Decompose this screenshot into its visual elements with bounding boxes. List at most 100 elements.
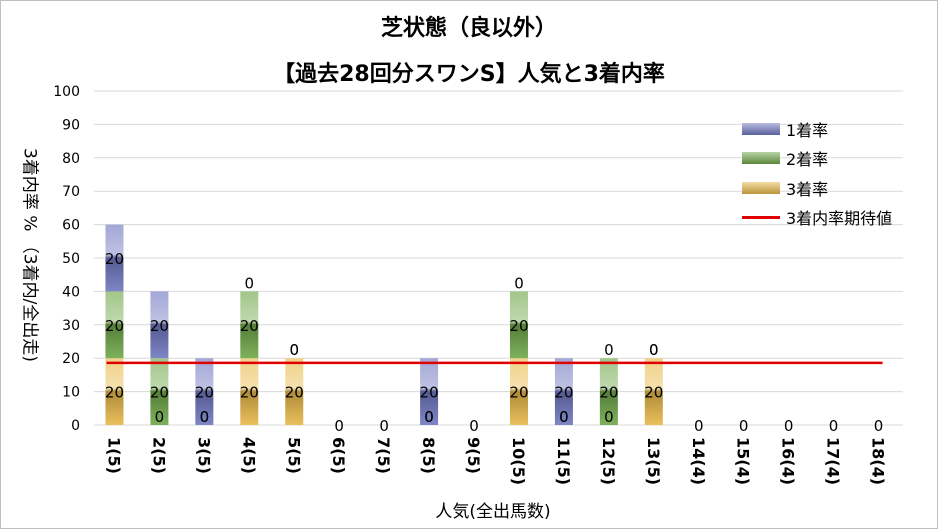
data-label: 0 [424,408,434,426]
bar-segment [150,358,169,425]
bar-segment [420,358,439,425]
y-tick-label: 80 [62,151,80,167]
y-tick-label: 60 [62,218,80,234]
data-label: 0 [874,417,884,435]
x-tick-label: 1(5) [104,437,123,474]
bar-segment [285,358,304,425]
x-tick-label: 14(4) [689,437,708,485]
bar-segment [105,224,124,292]
data-label: 0 [200,408,210,426]
x-tick-label: 15(4) [734,437,753,485]
data-label: 20 [105,250,124,268]
data-label: 0 [829,417,839,435]
bar-segment [599,358,618,425]
data-label: 20 [195,384,214,402]
y-tick-label: 70 [62,184,80,200]
data-label: 0 [514,274,524,292]
chart-subtitle: 【過去28回分スワンS】人気と3着内率 [273,62,665,87]
legend-label: 1着率 [786,120,829,140]
x-tick-label: 7(5) [374,437,393,474]
data-label: 20 [554,384,573,402]
bar-segment [240,291,259,359]
x-tick-label: 17(4) [824,437,843,485]
data-label: 0 [334,417,344,435]
legend-item: 1着率 [742,114,934,144]
bar-segment [240,358,259,425]
data-label: 20 [105,317,124,335]
legend-swatch [742,181,780,194]
data-label: 0 [649,341,659,359]
data-label: 20 [420,384,439,402]
data-label: 0 [784,417,794,435]
y-tick-label: 100 [53,84,80,100]
data-label: 0 [604,408,614,426]
chart-title: 芝状態（良以外） [380,16,557,41]
x-tick-label: 6(5) [329,437,348,474]
data-label: 0 [200,408,210,426]
data-label: 0 [424,408,434,426]
x-tick-label: 9(5) [464,437,483,474]
data-label: 0 [559,408,569,426]
bar-segment [105,291,124,359]
x-tick-label: 3(5) [194,437,213,474]
y-tick-label: 0 [71,418,80,434]
data-label: 0 [289,341,299,359]
legend-item: 3着内率期待値 [742,203,934,233]
data-label: 20 [240,317,259,335]
y-tick-label: 10 [62,385,80,401]
data-label: 0 [469,417,479,435]
x-tick-label: 2(5) [149,437,168,474]
data-label: 20 [105,384,124,402]
legend-line-swatch [742,215,780,219]
y-tick-label: 50 [62,251,80,267]
bar-segment [195,358,214,425]
x-tick-label: 16(4) [779,437,798,485]
legend-swatch [742,122,780,135]
x-tick-label: 5(5) [284,437,303,474]
legend-label: 3着率 [786,179,829,199]
bar-segment [150,291,169,359]
bar-segment [509,291,528,359]
chart-legend: 1着率 2着率 3着率 3着内率期待値 [742,114,934,232]
data-label: 0 [604,341,614,359]
legend-label: 3着内率期待値 [786,209,893,229]
data-label: 0 [739,417,749,435]
data-label: 0 [559,408,569,426]
y-tick-label: 40 [62,284,80,300]
legend-item: 3着率 [742,173,934,203]
x-tick-label: 8(5) [419,437,438,474]
legend-swatch [742,152,780,165]
data-label: 0 [155,408,165,426]
data-label: 20 [509,384,528,402]
y-tick-label: 20 [62,351,80,367]
data-label: 20 [599,384,618,402]
data-label: 20 [285,384,304,402]
legend-item: 2着率 [742,144,934,174]
bar-segment [644,358,663,425]
legend-label: 2着率 [786,150,829,170]
data-label: 0 [289,341,299,359]
x-tick-label: 10(5) [509,437,528,485]
x-tick-label: 11(5) [554,437,573,485]
data-label: 20 [509,317,528,335]
x-axis-label: 人気(全出馬数) [435,502,551,522]
x-tick-label: 13(5) [644,437,663,485]
data-label: 20 [644,384,663,402]
data-label: 0 [694,417,704,435]
bar-segment [105,358,124,425]
data-label: 0 [245,274,255,292]
data-label: 20 [150,317,169,335]
data-label: 0 [649,341,659,359]
data-label: 0 [379,417,389,435]
data-label: 20 [150,384,169,402]
bar-segment [509,358,528,425]
y-tick-label: 90 [62,117,80,133]
data-label: 20 [240,384,259,402]
bar-segment [554,358,573,425]
x-tick-label: 4(5) [239,437,258,474]
y-tick-label: 30 [62,318,80,334]
x-tick-label: 12(5) [599,437,618,485]
x-tick-label: 18(4) [869,437,888,485]
